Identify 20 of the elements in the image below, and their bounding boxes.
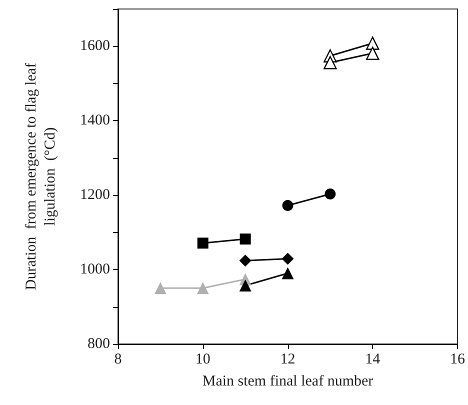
point [240, 234, 251, 245]
point [154, 282, 166, 294]
point [239, 254, 252, 267]
point [324, 188, 336, 200]
x-axis-title: Main stem final leaf number [202, 373, 374, 390]
point [282, 200, 294, 212]
x-tick-label: 8 [114, 352, 122, 368]
y-tick-label: 1600 [80, 38, 110, 54]
point [196, 282, 209, 294]
y-tick-label: 1400 [80, 112, 110, 129]
y-tick-label: 1200 [80, 187, 110, 204]
x-tick-label: 14 [365, 352, 381, 368]
x-tick-label: 12 [280, 352, 296, 368]
point [197, 238, 208, 249]
point [282, 252, 294, 265]
x-tick-label: 16 [450, 352, 466, 368]
y-tick-label: 1000 [80, 262, 110, 278]
x-tick-label: 10 [195, 352, 210, 368]
y-tick-label: 800 [88, 336, 110, 352]
y-axis-title: Duration from emergence to flag leaf ligulation (°Cd) [24, 62, 58, 290]
